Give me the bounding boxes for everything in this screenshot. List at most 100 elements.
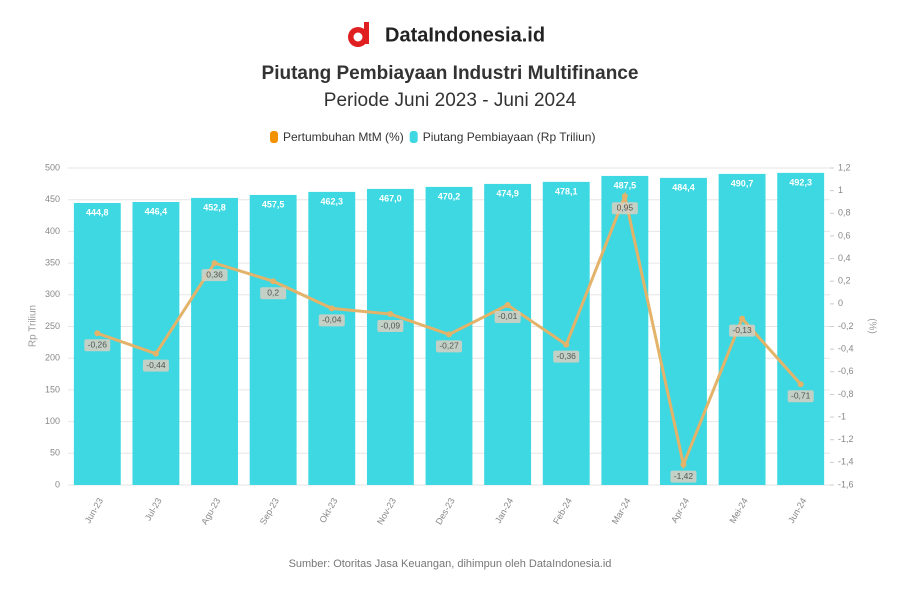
logo bbox=[348, 22, 369, 47]
y-tick-label: 200 bbox=[45, 353, 60, 363]
y-tick-label: 300 bbox=[45, 289, 60, 299]
point-value-label: -1,42 bbox=[674, 471, 694, 481]
bar bbox=[249, 194, 297, 485]
y2-axis-title: (%) bbox=[866, 318, 877, 334]
y-axis-title: Rp Triliun bbox=[28, 305, 39, 347]
bar-value-label: 446,4 bbox=[145, 206, 168, 216]
y2-tick-label: 0,4 bbox=[838, 253, 851, 263]
bar-value-label: 487,5 bbox=[614, 180, 637, 190]
y2-tick-label: -0,8 bbox=[838, 389, 854, 399]
bar-value-label: 462,3 bbox=[321, 196, 344, 206]
bar bbox=[484, 183, 532, 486]
line-point bbox=[446, 331, 452, 338]
x-tick-label: Sep-23 bbox=[258, 496, 281, 526]
bar bbox=[308, 191, 356, 485]
chart-subtitle: Periode Juni 2023 - Juni 2024 bbox=[324, 90, 577, 111]
line-point bbox=[739, 315, 746, 322]
point-value-label: 0,95 bbox=[617, 203, 634, 213]
y2-tick-label: 0 bbox=[838, 298, 843, 308]
y-tick-label: 350 bbox=[45, 257, 60, 267]
line-point bbox=[328, 305, 335, 312]
legend-label: Piutang Pembiayaan (Rp Triliun) bbox=[423, 130, 596, 144]
point-label-bg bbox=[142, 359, 169, 372]
point-label-bg bbox=[377, 320, 404, 333]
legend-swatch bbox=[270, 131, 278, 143]
line-point bbox=[797, 381, 804, 388]
y2-tick-label: -1,2 bbox=[838, 434, 854, 444]
line-point bbox=[94, 330, 101, 337]
y-tick-label: 400 bbox=[45, 226, 60, 236]
point-value-label: -0,09 bbox=[381, 320, 401, 330]
point-label-bg bbox=[201, 269, 228, 282]
bar bbox=[601, 175, 649, 486]
y2-tick-label: 0,6 bbox=[838, 230, 851, 240]
bar-value-label: 457,5 bbox=[262, 199, 285, 209]
point-value-label: -0,26 bbox=[88, 340, 108, 350]
point-value-label: -0,36 bbox=[557, 351, 577, 361]
y-tick-label: 450 bbox=[45, 194, 60, 204]
bar bbox=[366, 188, 414, 485]
bar-value-label: 484,4 bbox=[672, 182, 695, 192]
point-label-bg bbox=[729, 324, 756, 337]
x-tick-label: Feb-24 bbox=[551, 496, 574, 526]
x-tick-label: Jul-23 bbox=[143, 496, 164, 522]
line-point bbox=[270, 278, 277, 285]
point-label-bg bbox=[611, 202, 638, 215]
x-tick-label: Des-23 bbox=[434, 496, 457, 526]
line-point bbox=[387, 311, 394, 318]
point-label-bg bbox=[494, 310, 521, 323]
x-tick-label: Jan-24 bbox=[493, 496, 515, 525]
chart-title: Piutang Pembiayaan Industri Multifinance bbox=[262, 63, 639, 84]
bar bbox=[191, 197, 238, 485]
y2-tick-label: -1,6 bbox=[838, 479, 854, 489]
bar bbox=[132, 201, 180, 485]
brand: DataIndonesia.id bbox=[385, 24, 545, 46]
y2-tick-label: 1,2 bbox=[838, 162, 851, 172]
bar-value-label: 452,8 bbox=[203, 202, 226, 212]
y2-tick-label: -0,2 bbox=[838, 321, 854, 331]
x-tick-label: Okt-23 bbox=[317, 496, 339, 524]
x-tick-label: Mar-24 bbox=[610, 496, 633, 526]
point-value-label: -0,04 bbox=[322, 315, 342, 325]
point-value-label: -0,27 bbox=[439, 341, 459, 351]
point-value-label: -0,71 bbox=[791, 390, 811, 400]
y-tick-label: 500 bbox=[45, 162, 60, 172]
y-tick-label: 150 bbox=[45, 384, 60, 394]
point-label-bg bbox=[787, 390, 814, 403]
y-tick-label: 100 bbox=[45, 416, 60, 426]
bar-value-label: 470,2 bbox=[438, 191, 461, 201]
x-tick-label: Mei-24 bbox=[727, 496, 749, 525]
point-label-bg bbox=[84, 339, 111, 352]
y2-tick-label: 0,2 bbox=[838, 276, 851, 286]
point-value-label: -0,44 bbox=[146, 360, 166, 370]
legend-swatch bbox=[409, 131, 418, 143]
y-tick-label: 50 bbox=[50, 448, 60, 458]
y2-tick-label: -0,4 bbox=[838, 344, 854, 354]
line-point bbox=[680, 461, 687, 468]
x-tick-label: Agu-23 bbox=[199, 496, 222, 526]
point-label-bg bbox=[318, 314, 345, 327]
y2-tick-label: -0,6 bbox=[838, 366, 854, 376]
source: Sumber: Otoritas Jasa Keuangan, dihimpun… bbox=[289, 558, 612, 570]
point-value-label: -0,13 bbox=[732, 325, 752, 335]
bar-value-label: 490,7 bbox=[731, 178, 754, 188]
bar bbox=[660, 177, 707, 486]
x-tick-label: Apr-24 bbox=[669, 496, 691, 524]
bar-value-label: 492,3 bbox=[789, 177, 812, 187]
line-point bbox=[211, 260, 218, 267]
x-tick-label: Jun-24 bbox=[786, 496, 808, 525]
bar-value-label: 474,9 bbox=[496, 188, 519, 198]
y-tick-label: 250 bbox=[45, 321, 60, 331]
point-value-label: 0,2 bbox=[267, 287, 279, 297]
x-tick-label: Jun-23 bbox=[83, 496, 105, 525]
line-point bbox=[152, 350, 159, 357]
point-label-bg bbox=[436, 340, 462, 353]
point-label-bg bbox=[670, 470, 697, 483]
x-tick-label: Nov-23 bbox=[375, 496, 398, 526]
legend: Pertumbuhan MtM (%) Piutang Pembiayaan (R… bbox=[270, 130, 595, 144]
line-point bbox=[621, 193, 628, 200]
y2-tick-label: -1,4 bbox=[838, 457, 854, 467]
legend-label: Pertumbuhan MtM (%) bbox=[283, 130, 404, 144]
point-value-label: 0,36 bbox=[206, 269, 223, 279]
